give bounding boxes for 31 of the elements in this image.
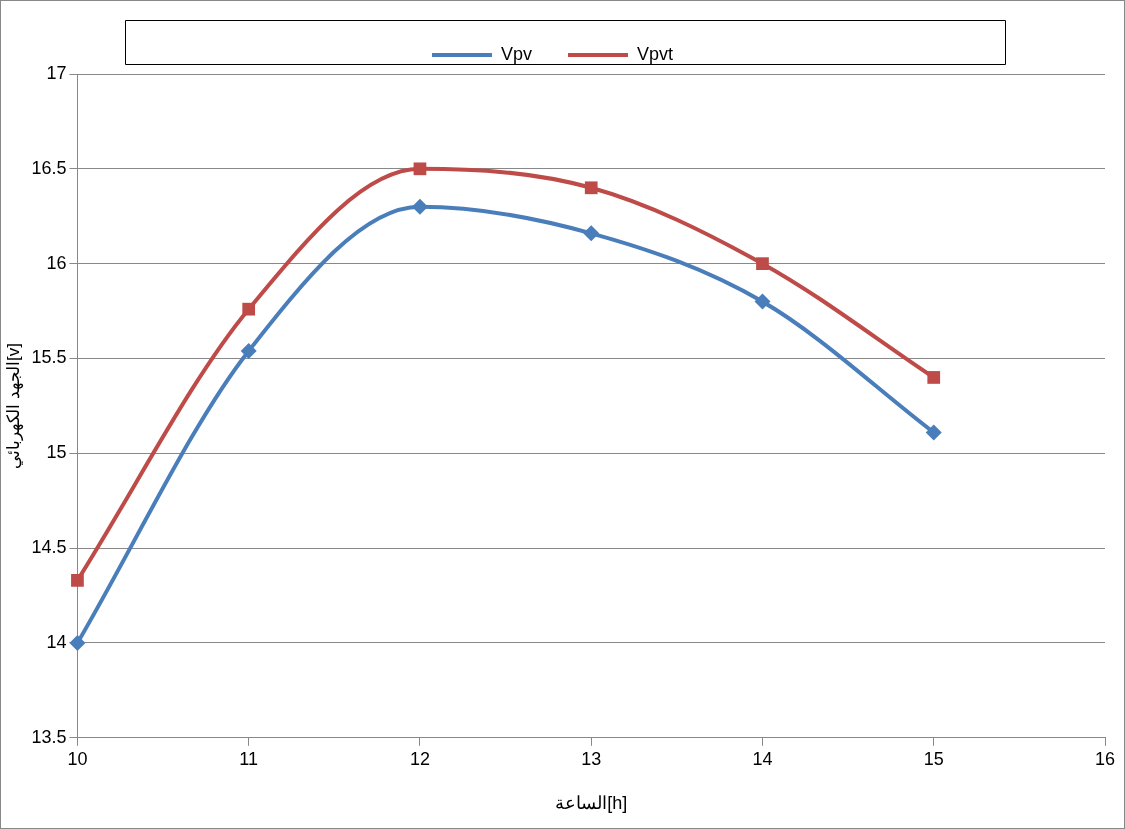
point (756, 257, 769, 271)
point (584, 181, 598, 195)
y-tick-label: 17 (46, 62, 67, 83)
legend-label: Vpv (500, 43, 533, 64)
point (411, 198, 428, 215)
point (754, 293, 771, 310)
x-tick-label: 16 (1094, 748, 1116, 769)
y-tick-label: 14 (46, 631, 67, 652)
point (69, 634, 86, 651)
y-tick-label: 15 (46, 442, 67, 463)
legend-label: Vpvt (637, 43, 674, 64)
y-tick-label: 15.5 (31, 347, 67, 368)
x-tick-label: 15 (923, 748, 944, 769)
x-tick-label: 13 (581, 748, 602, 769)
x-tick-label: 14 (752, 748, 773, 769)
x-tick-label: 11 (239, 748, 259, 769)
x-tick-label: 12 (409, 748, 430, 769)
point (240, 342, 257, 359)
point (242, 302, 256, 316)
point (413, 162, 427, 176)
x-tick-label: 10 (67, 748, 88, 769)
y-tick-label: 16.5 (31, 157, 67, 178)
point (925, 424, 942, 441)
y-tick-label: 14.5 (31, 537, 67, 558)
x-axis-title: الساعة[h] (555, 793, 628, 814)
point (927, 371, 941, 384)
y-tick-label: 13.5 (31, 726, 67, 747)
point (583, 225, 600, 242)
point (71, 574, 84, 587)
y-tick-label: 16 (46, 252, 67, 273)
y-axis-title: الجهد الكهربائي[v] (3, 343, 24, 469)
